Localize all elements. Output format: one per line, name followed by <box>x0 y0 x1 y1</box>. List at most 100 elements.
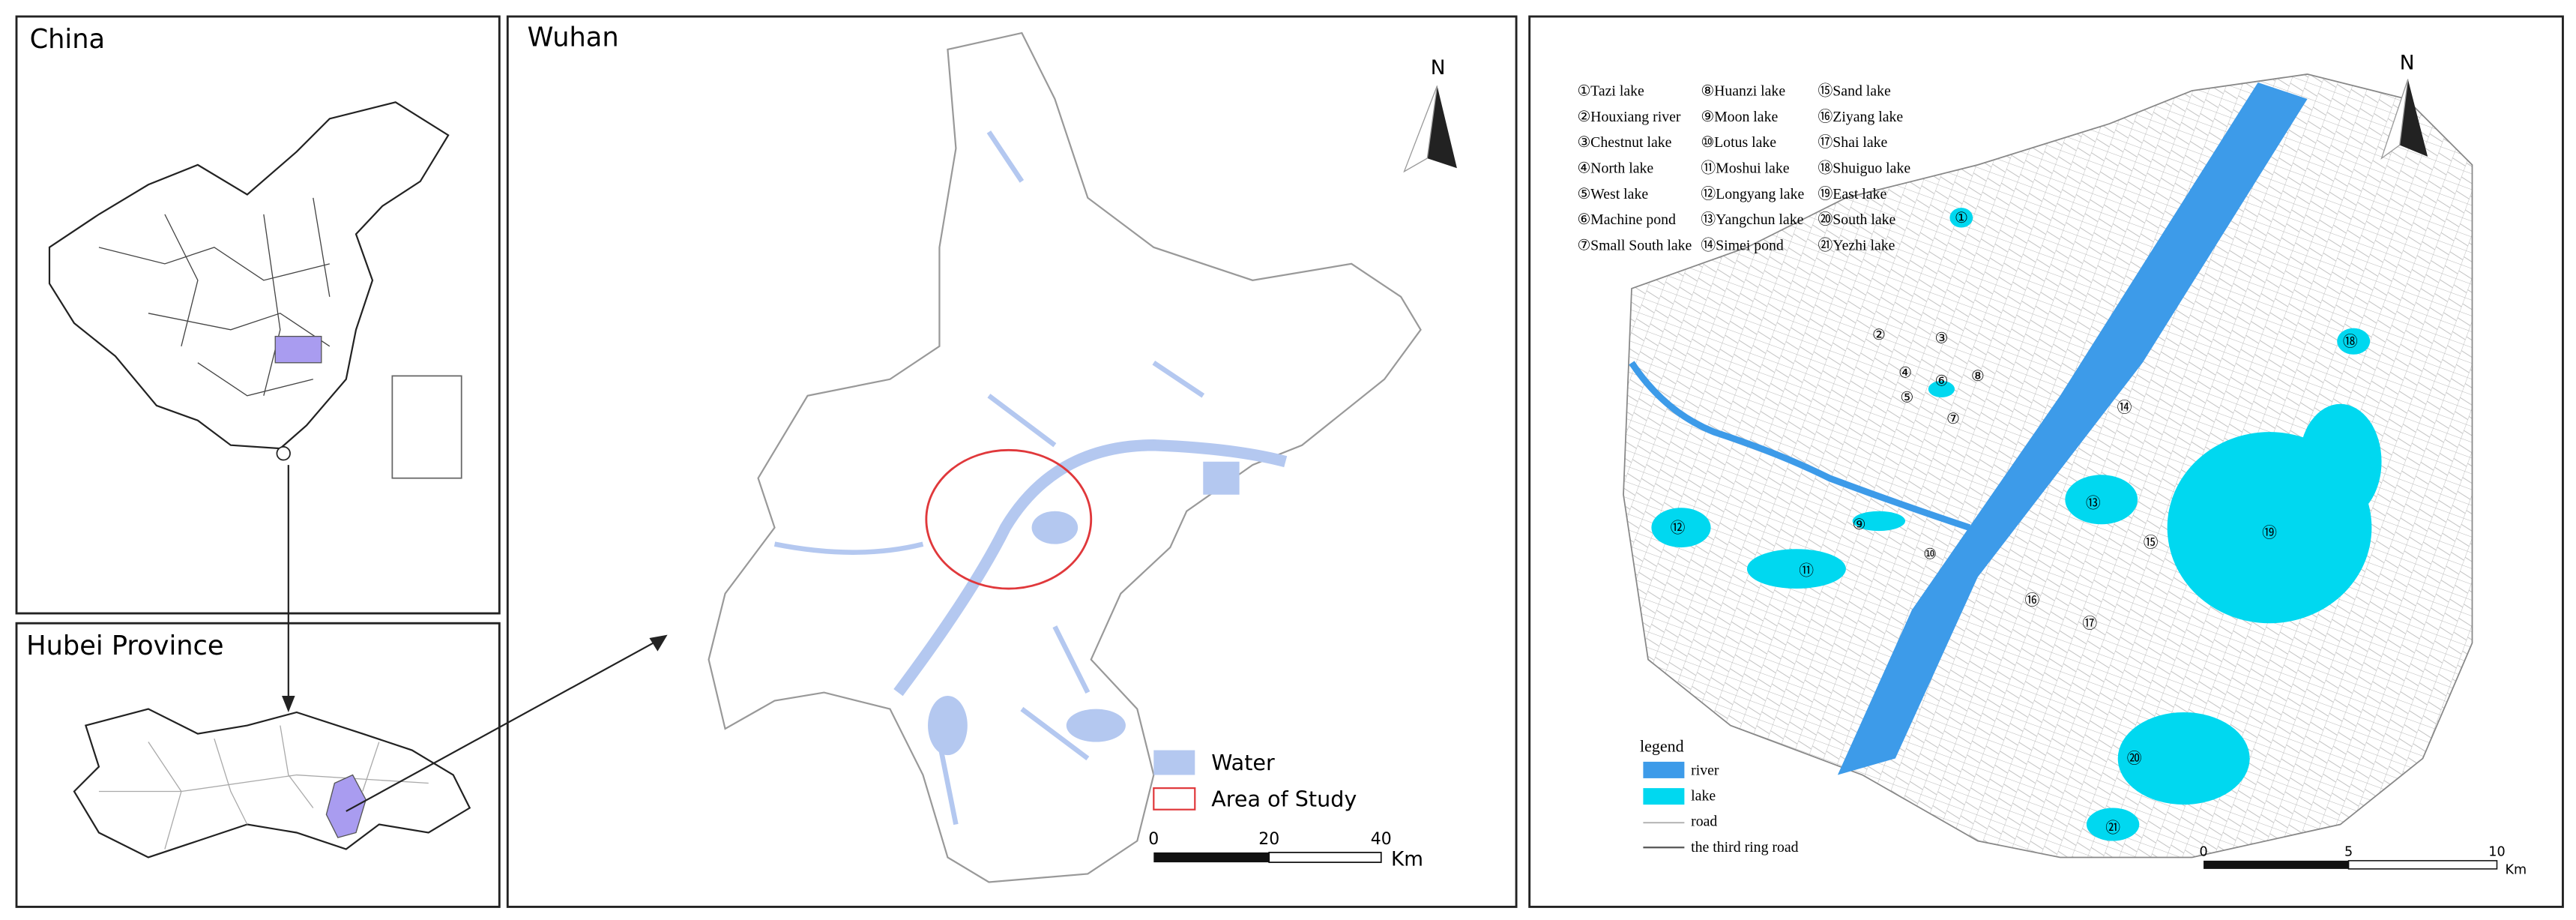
wuhan-title: Wuhan <box>528 22 619 53</box>
lake-map-label: ⑳ <box>2127 751 2142 767</box>
lake-number: ⑲ <box>1818 186 1833 202</box>
north-label: N <box>2400 52 2415 74</box>
lake-number: ⑱ <box>1818 160 1833 176</box>
lake-map-label: ㉑ <box>2105 820 2120 836</box>
lake-name: Lotus lake <box>1714 134 1776 151</box>
lake-name: West lake <box>1590 186 1648 202</box>
study-area-outline <box>925 448 1093 590</box>
lake <box>2086 808 2140 841</box>
south-sea-inset <box>391 375 462 479</box>
water-body <box>928 695 968 756</box>
china-frame <box>15 15 501 615</box>
lake-map-label: ⑧ <box>1971 368 1985 385</box>
legend-label: river <box>1691 763 1719 779</box>
lake-map-label: ⑩ <box>1923 546 1937 562</box>
north-arrow <box>2399 79 2428 157</box>
lake-number: ⑮ <box>1818 83 1833 100</box>
lake-name: North lake <box>1590 160 1653 176</box>
north-arrow <box>1403 85 1438 173</box>
wuhan-boundary <box>708 31 1422 883</box>
lake-list-entry: ⑫Longyang lake <box>1701 186 1804 202</box>
lake-number: ⑥ <box>1577 211 1590 228</box>
lake-list-entry: ⑪Moshui lake <box>1701 160 1789 176</box>
lake-list-entry: ⑰Shai lake <box>1818 134 1887 151</box>
legend-label: lake <box>1691 788 1716 805</box>
scale-label: 40 <box>1371 830 1392 849</box>
lake-list-entry: ⑦Small South lake <box>1577 237 1692 253</box>
scale-unit: Km <box>1391 848 1423 871</box>
water-bodies <box>773 130 1205 826</box>
lake-name: Simei pond <box>1716 237 1784 253</box>
lake-map-label: ④ <box>1898 365 1912 382</box>
lake-number: ③ <box>1577 134 1590 151</box>
lake-map-label: ⑯ <box>2024 592 2039 609</box>
lake-number: ① <box>1577 83 1590 100</box>
lake-number: ⑯ <box>1818 109 1833 125</box>
legend-label: road <box>1691 814 1717 830</box>
lake-number: ⑰ <box>1818 134 1833 151</box>
lake-list-entry: ③Chestnut lake <box>1577 134 1671 151</box>
wuhan-highlight <box>325 774 367 838</box>
lake <box>1852 511 1906 532</box>
lake-name: Moshui lake <box>1716 160 1790 176</box>
north-arrow <box>2380 79 2409 160</box>
lake-list-entry: ⑮Sand lake <box>1818 83 1890 100</box>
lake-list-entry: ⑭Simei pond <box>1701 237 1784 253</box>
lake-list-entry: ⑧Huanzi lake <box>1701 83 1785 100</box>
water-body <box>1031 511 1079 544</box>
lake-map-label: ⑭ <box>2117 400 2132 416</box>
lake-list-entry: ⑬Yangchun lake <box>1701 211 1803 228</box>
lake-name: Sand lake <box>1833 83 1891 100</box>
lake-number: ④ <box>1577 160 1590 176</box>
river <box>1629 361 1971 531</box>
scale-label: 0 <box>2199 844 2207 859</box>
lake-map-label: ⑫ <box>1671 520 1686 536</box>
lake-name: Shuiguo lake <box>1833 160 1910 176</box>
lake-map-label: ⑨ <box>1853 517 1866 533</box>
lake-map-label: ⑱ <box>2343 334 2358 350</box>
lake-name: Machine pond <box>1590 211 1676 228</box>
lake-name: Small South lake <box>1590 237 1692 253</box>
lake-number: ⑦ <box>1577 237 1590 253</box>
lake-number: ⑩ <box>1701 134 1714 151</box>
north-label: N <box>1431 57 1446 79</box>
study-frame <box>1528 15 2564 908</box>
water-body <box>1203 461 1240 495</box>
lake <box>2117 712 2250 805</box>
lake-number: ⑳ <box>1818 211 1833 228</box>
lake-list-entry: ①Tazi lake <box>1577 83 1644 100</box>
lake-map-label: ⑥ <box>1935 373 1949 390</box>
lake-number: ⑨ <box>1701 109 1714 125</box>
china-outline <box>48 101 450 450</box>
lake-map-label: ⑪ <box>1799 562 1814 579</box>
lake-number: ㉑ <box>1818 237 1833 253</box>
legend-swatch-lake <box>1643 788 1685 805</box>
river <box>1837 82 2308 775</box>
lake-list-entry: ⑱Shuiguo lake <box>1818 160 1910 176</box>
lakes <box>1651 208 2382 841</box>
scale-label: 0 <box>1148 830 1159 849</box>
lake-list-entry: ④North lake <box>1577 160 1653 176</box>
lake-list-entry: ②Houxiang river <box>1577 109 1680 125</box>
lake <box>2065 475 2138 525</box>
legend-swatch-river <box>1643 761 1685 778</box>
water-body <box>1066 709 1126 742</box>
map-layout: China Hubei Province Wuhan N Water Are <box>15 15 2564 908</box>
yangtze-river <box>893 439 1288 697</box>
scale-bar <box>1268 852 1382 863</box>
lake-name: Chestnut lake <box>1590 134 1671 151</box>
lake-name: Longyang lake <box>1716 186 1804 202</box>
lake-name: East lake <box>1833 186 1886 202</box>
legend-swatch-water <box>1153 750 1195 775</box>
wuhan-frame <box>506 15 1518 908</box>
hainan <box>276 446 291 461</box>
lake-map-label: ⑰ <box>2082 616 2097 632</box>
lake <box>1746 549 1846 589</box>
lake-number: ⑪ <box>1701 160 1716 176</box>
legend-title: legend <box>1640 737 1684 756</box>
link-arrow <box>346 639 660 812</box>
lake-map-label: ② <box>1872 327 1886 343</box>
scale-label: 5 <box>2344 844 2353 859</box>
hubei-highlight <box>274 335 322 364</box>
lake-list-entry: ⑨Moon lake <box>1701 109 1778 125</box>
